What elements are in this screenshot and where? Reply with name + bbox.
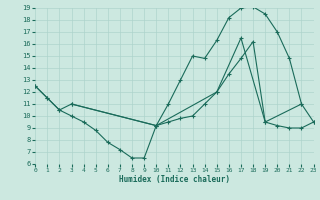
X-axis label: Humidex (Indice chaleur): Humidex (Indice chaleur) (119, 175, 230, 184)
